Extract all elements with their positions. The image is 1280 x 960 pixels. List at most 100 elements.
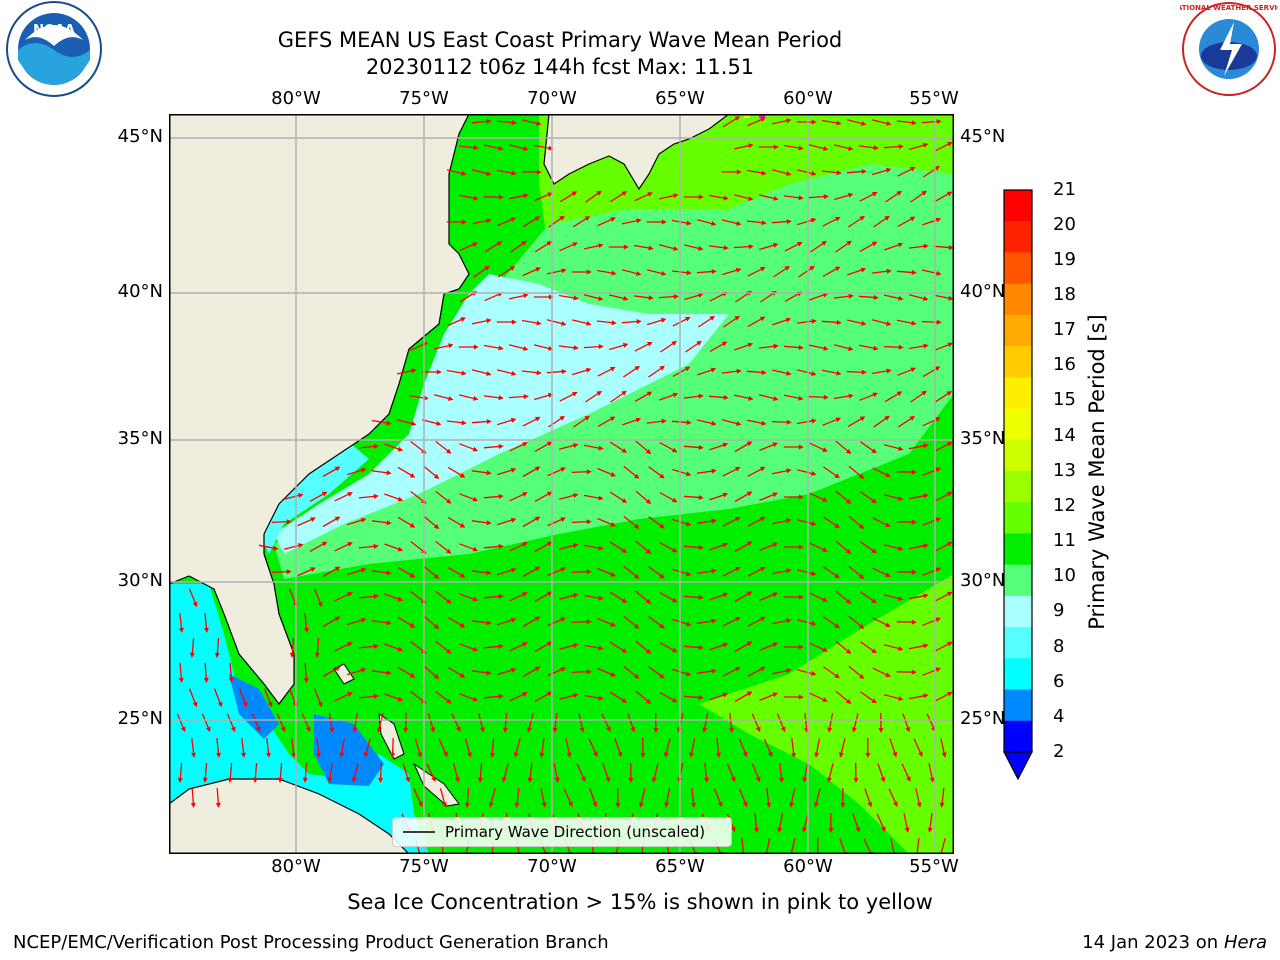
wave-direction-arrow xyxy=(522,666,541,678)
date-text: 14 Jan 2023 on xyxy=(1082,932,1219,953)
wave-direction-arrow xyxy=(808,144,829,151)
wave-direction-arrow xyxy=(934,142,953,152)
wave-direction-arrow xyxy=(897,416,916,428)
wave-direction-arrow xyxy=(559,392,578,402)
wave-direction-arrow xyxy=(573,415,590,428)
wave-direction-arrow xyxy=(922,467,942,476)
wave-direction-arrow xyxy=(597,467,616,477)
wave-direction-arrow xyxy=(623,665,640,679)
wave-direction-arrow xyxy=(908,243,929,249)
wave-direction-arrow xyxy=(596,269,617,276)
wave-direction-arrow xyxy=(729,713,734,733)
wave-direction-arrow xyxy=(797,217,817,226)
wave-direction-arrow xyxy=(722,116,741,128)
wave-direction-arrow xyxy=(201,713,211,733)
wave-direction-arrow xyxy=(808,194,829,200)
wave-direction-arrow xyxy=(934,491,953,502)
wave-direction-arrow xyxy=(635,440,652,455)
wave-direction-arrow xyxy=(452,763,460,783)
wave-direction-arrow xyxy=(814,738,821,758)
wave-direction-arrow xyxy=(796,119,817,125)
wave-direction-arrow xyxy=(702,713,709,733)
wave-direction-arrow xyxy=(458,145,479,151)
wave-direction-arrow xyxy=(477,762,483,783)
wave-direction-arrow xyxy=(483,144,504,151)
wave-direction-arrow xyxy=(821,369,842,376)
wave-direction-arrow xyxy=(721,169,742,175)
wave-direction-arrow xyxy=(835,490,852,504)
wave-direction-arrow xyxy=(483,494,504,499)
wave-direction-arrow xyxy=(547,667,566,677)
wave-direction-arrow xyxy=(571,519,592,525)
wave-direction-arrow xyxy=(789,788,796,808)
ocean-period-8-9 xyxy=(274,274,729,554)
wave-direction-arrow xyxy=(190,787,196,808)
wave-direction-arrow xyxy=(634,192,653,202)
wave-direction-arrow xyxy=(726,763,736,783)
colorbar-segments xyxy=(1004,190,1032,753)
wave-direction-arrow xyxy=(896,120,917,126)
wave-direction-arrow xyxy=(696,568,717,574)
wave-direction-arrow xyxy=(521,119,542,126)
wave-direction-arrow xyxy=(471,369,492,376)
wave-direction-arrow xyxy=(672,316,691,327)
wave-direction-arrow xyxy=(888,788,898,807)
wave-direction-arrow xyxy=(347,517,367,526)
wave-direction-arrow xyxy=(347,567,367,576)
wave-direction-arrow xyxy=(771,668,792,675)
colorbar-tick: 4 xyxy=(1053,706,1065,727)
wave-direction-arrow xyxy=(458,194,479,201)
wave-direction-arrow xyxy=(759,492,778,502)
wave-direction-arrow xyxy=(188,688,198,708)
colorbar-segment xyxy=(1004,658,1032,691)
wave-direction-arrow xyxy=(833,144,854,151)
wave-direction-arrow xyxy=(521,370,542,376)
wave-direction-arrow xyxy=(509,692,528,702)
wave-direction-arrow xyxy=(547,517,566,527)
wave-direction-arrow xyxy=(835,540,852,554)
wave-direction-arrow xyxy=(872,167,892,176)
wave-direction-arrow xyxy=(427,713,435,733)
wave-direction-arrow xyxy=(933,294,954,301)
wave-direction-arrow xyxy=(464,787,470,808)
wave-direction-arrow xyxy=(848,465,865,479)
lon-tick-bottom: 55°W xyxy=(909,856,959,877)
wave-direction-arrow xyxy=(576,763,586,782)
wave-direction-arrow xyxy=(908,693,929,700)
wave-direction-arrow xyxy=(708,395,729,400)
wave-direction-arrow xyxy=(878,712,884,733)
wave-direction-arrow xyxy=(497,266,516,278)
wave-direction-arrow xyxy=(646,269,667,276)
lon-tick-top: 70°W xyxy=(527,88,577,109)
credit-text: NCEP/EMC/Verification Post Processing Pr… xyxy=(13,932,609,953)
wave-direction-arrow xyxy=(783,544,804,550)
wave-direction-arrow xyxy=(758,194,779,201)
wave-direction-arrow xyxy=(848,615,865,629)
wave-direction-arrow xyxy=(508,144,529,151)
wave-direction-arrow xyxy=(822,216,841,227)
wave-direction-arrow xyxy=(896,569,917,575)
wave-direction-arrow xyxy=(922,217,942,226)
wave-direction-arrow xyxy=(471,419,492,424)
wave-direction-arrow xyxy=(934,691,953,702)
wave-direction-arrow xyxy=(559,191,578,203)
wave-direction-arrow xyxy=(671,219,692,226)
wave-direction-arrow xyxy=(821,119,842,126)
wave-direction-arrow xyxy=(759,242,779,251)
wave-direction-arrow xyxy=(833,293,854,299)
wave-direction-arrow xyxy=(571,319,592,326)
colorbar-extend-arrow xyxy=(1003,751,1033,781)
wave-direction-arrow xyxy=(609,591,628,603)
wave-direction-arrow xyxy=(384,443,404,452)
wave-direction-arrow xyxy=(371,670,392,676)
wave-direction-arrow xyxy=(435,490,452,504)
wave-direction-arrow xyxy=(334,592,353,602)
wave-direction-arrow xyxy=(458,344,479,350)
wave-direction-arrow xyxy=(583,294,604,301)
wave-direction-arrow xyxy=(596,320,617,326)
wave-direction-arrow xyxy=(534,441,553,452)
wave-direction-arrow xyxy=(583,594,604,601)
wave-direction-arrow xyxy=(791,738,796,758)
wave-direction-arrow xyxy=(565,738,572,758)
wave-direction-arrow xyxy=(865,737,871,758)
